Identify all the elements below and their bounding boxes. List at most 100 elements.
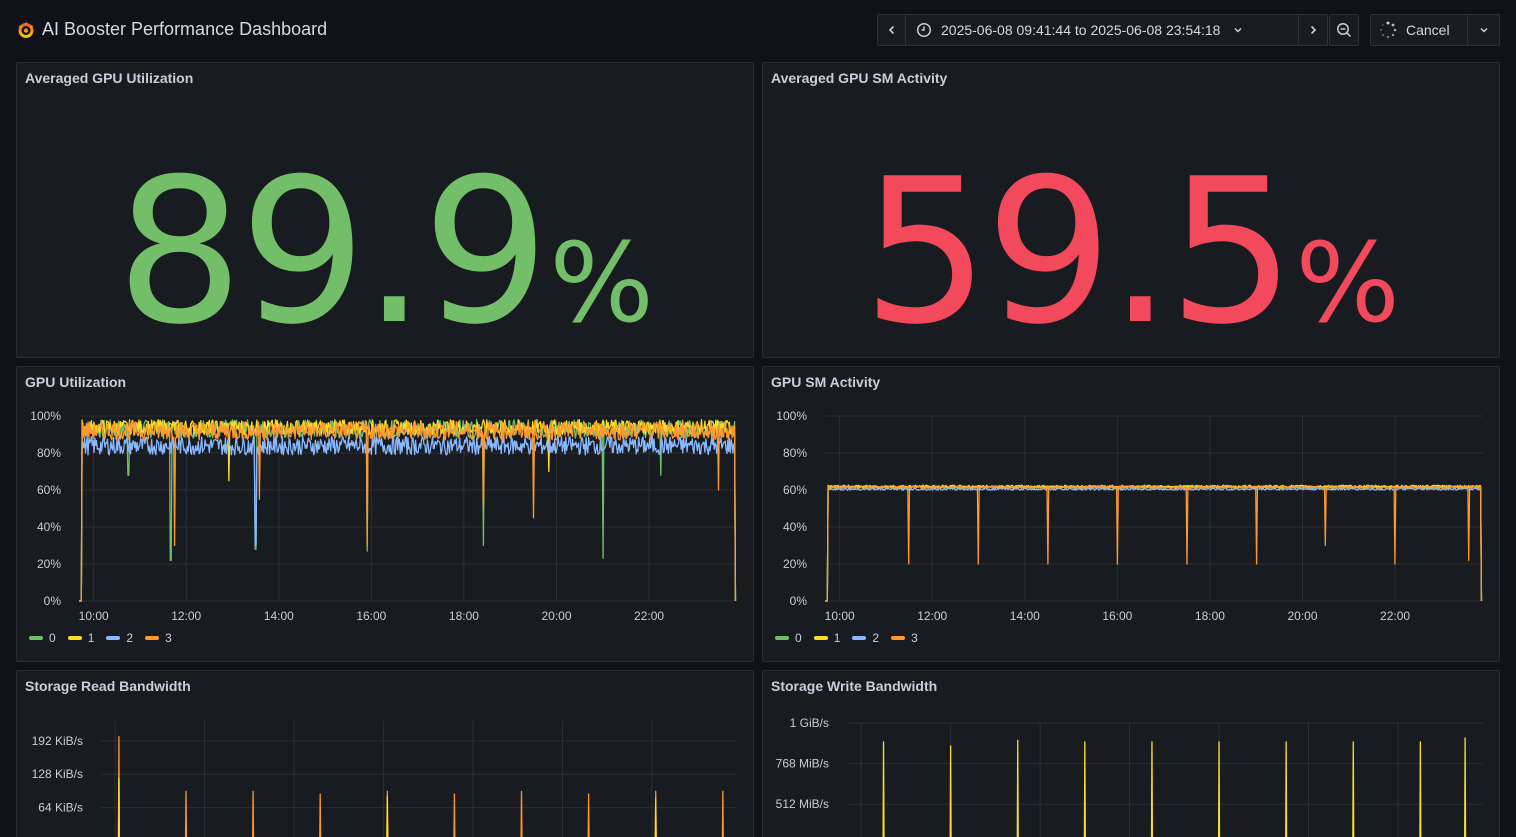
y-tick-label: 40% xyxy=(37,520,61,534)
panel-gpu-utilization[interactable]: GPU Utilization 0% 20% 40% 60% 80% 100% 10:00 1… xyxy=(16,366,754,662)
x-tick-label: 12:00 xyxy=(171,609,201,623)
y-tick-label: 512 MiB/s xyxy=(776,797,829,811)
time-range-forward-button[interactable] xyxy=(1298,14,1328,46)
storage-read-chart[interactable]: 64 KiB/s 128 KiB/s 192 KiB/s xyxy=(17,671,754,837)
panel-title: Storage Read Bandwidth xyxy=(25,678,191,694)
legend-label: 2 xyxy=(872,631,880,645)
chevron-right-icon xyxy=(1310,25,1317,35)
panel-title: GPU Utilization xyxy=(25,374,127,390)
dashboard-title: AI Booster Performance Dashboard xyxy=(42,19,328,39)
gpu-sm-activity-chart[interactable]: 0% 20% 40% 60% 80% 100% 10:00 12:00 14:00 16:00 18… xyxy=(763,367,1500,662)
gpu-utilization-chart[interactable]: 0% 20% 40% 60% 80% 100% 10:00 12:00 14:00 16:00 18… xyxy=(17,367,754,662)
y-tick-label: 80% xyxy=(37,446,61,460)
legend-swatch xyxy=(852,636,867,640)
legend-label: 0 xyxy=(49,631,56,645)
series-line-1 xyxy=(117,777,657,837)
y-tick-label: 64 KiB/s xyxy=(38,801,83,815)
panel-gpu-sm-activity[interactable]: GPU SM Activity 0% 20% 40% 60% 80% 100% 10:00 1… xyxy=(762,366,1500,662)
legend-item-0[interactable]: 0 xyxy=(775,631,802,645)
legend-swatch xyxy=(775,636,789,640)
series-line-1 xyxy=(882,737,1467,837)
legend-item-3[interactable]: 3 xyxy=(145,631,172,645)
stat-value: 59.5 xyxy=(862,136,1295,358)
y-tick-label: 40% xyxy=(783,520,807,534)
panel-averaged-gpu-sm-activity[interactable]: Averaged GPU SM Activity 59.5% xyxy=(762,62,1500,358)
legend-label: 3 xyxy=(165,631,172,645)
chart-legend: 0 1 2 3 xyxy=(775,631,918,645)
cancel-menu-button[interactable] xyxy=(1467,14,1500,46)
x-tick-label: 12:00 xyxy=(917,609,947,623)
series-line-3 xyxy=(79,420,737,602)
legend-item-0[interactable]: 0 xyxy=(29,631,56,645)
panel-storage-read-bandwidth[interactable]: Storage Read Bandwidth 64 KiB/s 128 KiB/s… xyxy=(16,670,754,837)
zoom-out-icon xyxy=(1337,23,1352,38)
y-tick-label: 768 MiB/s xyxy=(776,757,829,771)
y-tick-label: 128 KiB/s xyxy=(32,767,83,781)
x-tick-label: 18:00 xyxy=(1195,609,1225,623)
series-line-3 xyxy=(825,485,1483,602)
legend-label: 0 xyxy=(795,631,802,645)
time-range-picker[interactable]: 2025-06-08 09:41:44 to 2025-06-08 23:54:… xyxy=(905,14,1299,46)
y-tick-label: 60% xyxy=(783,483,807,497)
x-tick-label: 20:00 xyxy=(1287,609,1317,623)
legend-label: 1 xyxy=(87,631,95,645)
legend-label: 2 xyxy=(126,631,134,645)
series-line-2 xyxy=(825,487,1483,602)
y-tick-label: 80% xyxy=(783,446,807,460)
x-tick-label: 22:00 xyxy=(634,609,664,623)
legend-swatch xyxy=(145,636,160,640)
legend-item-1[interactable]: 1 xyxy=(67,631,95,645)
y-tick-label: 1 GiB/s xyxy=(790,716,829,730)
cancel-label: Cancel xyxy=(1406,22,1450,38)
storage-write-chart[interactable]: 512 MiB/s 768 MiB/s 1 GiB/s xyxy=(763,671,1500,837)
stat-value: 89.9 xyxy=(116,136,549,358)
x-tick-label: 20:00 xyxy=(541,609,571,623)
x-tick-label: 16:00 xyxy=(1102,609,1132,623)
legend-item-2[interactable]: 2 xyxy=(852,631,879,645)
time-range-back-button[interactable] xyxy=(877,14,906,46)
legend-item-3[interactable]: 3 xyxy=(891,631,918,645)
chevron-down-icon xyxy=(1234,27,1242,33)
legend-label: 1 xyxy=(833,631,841,645)
y-tick-label: 192 KiB/s xyxy=(32,734,83,748)
legend-swatch xyxy=(106,636,121,640)
x-tick-label: 10:00 xyxy=(825,609,855,623)
stat-value-display: 89.9% xyxy=(17,153,753,353)
x-tick-label: 10:00 xyxy=(79,609,109,623)
x-tick-label: 16:00 xyxy=(356,609,386,623)
y-tick-label: 0% xyxy=(790,594,808,608)
chart-legend: 0 1 2 3 xyxy=(29,631,172,645)
time-range-label: 2025-06-08 09:41:44 to 2025-06-08 23:54:… xyxy=(941,22,1221,38)
y-tick-label: 0% xyxy=(44,594,62,608)
stat-value-display: 59.5% xyxy=(763,153,1499,353)
zoom-out-button[interactable] xyxy=(1329,14,1359,46)
y-tick-label: 20% xyxy=(783,557,807,571)
series-line-2 xyxy=(79,435,737,602)
panel-averaged-gpu-utilization[interactable]: Averaged GPU Utilization 89.9% xyxy=(16,62,754,358)
y-tick-label: 100% xyxy=(30,409,61,423)
legend-swatch xyxy=(67,636,82,640)
stat-unit: % xyxy=(1295,219,1400,347)
panel-title: Averaged GPU SM Activity xyxy=(771,70,948,86)
series-line-1 xyxy=(825,484,1483,602)
top-bar: AI Booster Performance Dashboard 2025-06… xyxy=(0,0,1516,60)
x-tick-label: 22:00 xyxy=(1380,609,1410,623)
x-tick-label: 18:00 xyxy=(449,609,479,623)
legend-item-2[interactable]: 2 xyxy=(106,631,133,645)
legend-label: 3 xyxy=(911,631,918,645)
legend-item-1[interactable]: 1 xyxy=(813,631,841,645)
y-tick-label: 20% xyxy=(37,557,61,571)
grafana-logo-icon[interactable] xyxy=(16,20,36,40)
panel-title: GPU SM Activity xyxy=(771,374,881,390)
legend-swatch xyxy=(29,636,43,640)
stat-unit: % xyxy=(549,219,654,347)
series-line-0 xyxy=(825,485,1483,602)
panel-title: Averaged GPU Utilization xyxy=(25,70,194,86)
cancel-query-button[interactable]: Cancel xyxy=(1370,14,1468,46)
panel-title: Storage Write Bandwidth xyxy=(771,678,938,694)
y-tick-label: 100% xyxy=(776,409,807,423)
legend-swatch xyxy=(891,636,906,640)
y-tick-label: 60% xyxy=(37,483,61,497)
clock-icon xyxy=(916,22,932,38)
panel-storage-write-bandwidth[interactable]: Storage Write Bandwidth 512 MiB/s 768 MiB… xyxy=(762,670,1500,837)
